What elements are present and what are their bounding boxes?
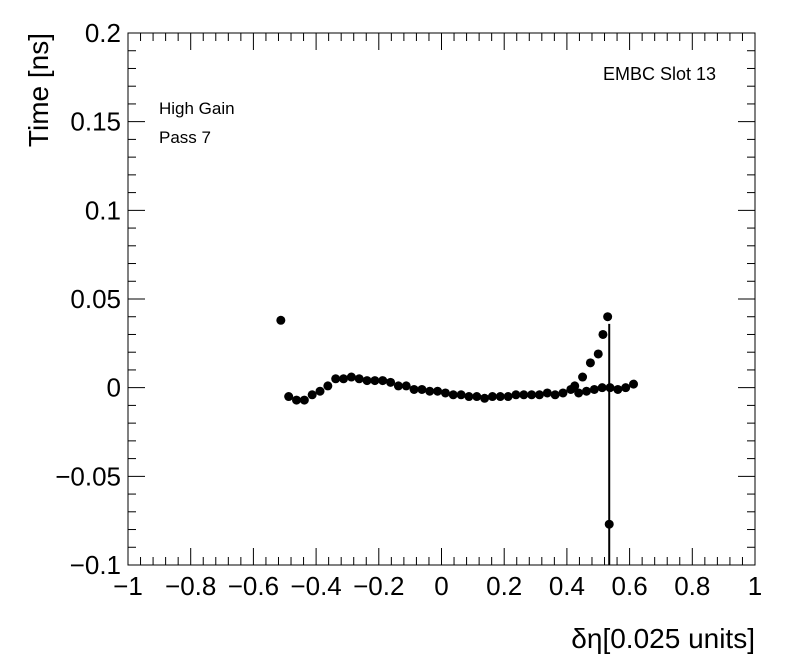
data-point: [307, 390, 317, 400]
axis-ticks: [127, 32, 756, 566]
x-tick-label: −0.2: [353, 571, 404, 601]
x-tick-label: 0.8: [674, 571, 710, 601]
data-point: [299, 395, 309, 405]
data-point: [550, 390, 560, 400]
data-point: [534, 390, 544, 400]
data-point: [487, 392, 497, 402]
y-tick-label: 0: [107, 373, 121, 403]
data-point: [621, 383, 631, 393]
data-point: [519, 390, 529, 400]
slot-annotation: EMBC Slot 13: [603, 64, 716, 84]
data-point: [456, 390, 466, 400]
x-tick-label: −1: [113, 571, 143, 601]
x-tick-label: −0.6: [228, 571, 279, 601]
data-point: [589, 384, 599, 394]
data-point: [370, 376, 380, 386]
data-point: [527, 390, 537, 400]
y-tick-label: −0.05: [55, 461, 121, 491]
x-axis-title: δη[0.025 units]: [571, 623, 755, 654]
data-point: [585, 358, 595, 368]
data-point: [393, 381, 403, 391]
data-point: [323, 381, 333, 391]
data-point: [331, 374, 341, 384]
data-point: [598, 329, 608, 339]
gain-annotation: High Gain: [159, 99, 235, 118]
data-point: [603, 312, 613, 322]
data-point: [472, 392, 482, 402]
data-point: [597, 383, 607, 393]
data-point: [401, 381, 411, 391]
x-tick-label: 1: [748, 571, 762, 601]
data-point: [558, 388, 568, 398]
data-point: [629, 379, 639, 389]
y-tick-label: 0.2: [85, 18, 121, 48]
data-point: [503, 392, 513, 402]
data-point: [292, 395, 302, 405]
x-tick-label: −0.8: [165, 571, 216, 601]
x-tick-label: 0.6: [612, 571, 648, 601]
y-tick-labels: −0.1 −0.05 0 0.05 0.1 0.15 0.2: [55, 18, 121, 580]
x-tick-labels: −1 −0.8 −0.6 −0.4 −0.2 0 0.2 0.4 0.6 0.8 1: [113, 571, 762, 601]
y-tick-label: −0.1: [70, 550, 121, 580]
x-tick-label: 0.2: [486, 571, 522, 601]
data-point: [605, 383, 615, 393]
data-point: [386, 377, 396, 387]
data-point: [354, 374, 364, 384]
data-point: [604, 519, 614, 529]
y-axis-title: Time [ns]: [23, 33, 54, 147]
y-tick-label: 0.15: [70, 107, 121, 137]
data-point: [480, 393, 490, 403]
x-tick-label: 0: [434, 571, 448, 601]
y-tick-label: 0.1: [85, 195, 121, 225]
data-point: [339, 374, 349, 384]
data-point: [511, 390, 521, 400]
data-point: [448, 390, 458, 400]
x-tick-label: −0.4: [290, 571, 341, 601]
data-point: [425, 386, 435, 396]
data-point: [464, 392, 474, 402]
x-tick-label: 0.4: [549, 571, 585, 601]
data-point: [613, 384, 623, 394]
data-point: [593, 349, 603, 359]
data-point: [542, 388, 552, 398]
data-point: [581, 386, 591, 396]
data-point: [315, 386, 325, 396]
data-point: [409, 384, 419, 394]
data-point: [346, 372, 356, 382]
data-point: [378, 376, 388, 386]
data-point: [276, 315, 286, 325]
data-point: [574, 388, 584, 398]
data-point: [495, 392, 505, 402]
data-point: [570, 381, 580, 391]
pass-annotation: Pass 7: [159, 128, 211, 147]
data-point: [417, 384, 427, 394]
data-point: [433, 386, 443, 396]
data-points: [276, 312, 639, 565]
y-tick-label: 0.05: [70, 284, 121, 314]
data-point: [284, 392, 294, 402]
data-point: [440, 388, 450, 398]
data-point: [578, 372, 588, 382]
data-point: [362, 376, 372, 386]
